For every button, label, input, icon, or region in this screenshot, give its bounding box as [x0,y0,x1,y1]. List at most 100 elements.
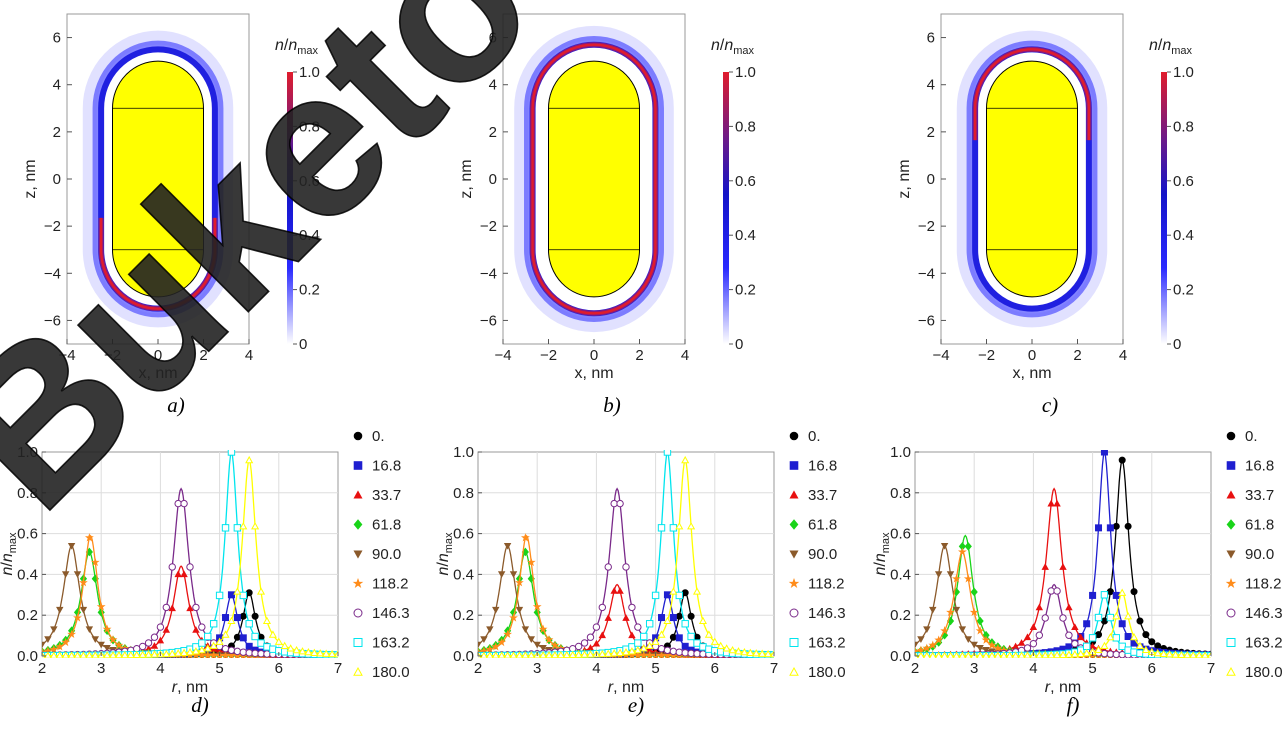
colorbar-title: n/nmax [711,37,755,57]
colorbar-tick-label: 0.4 [735,227,756,244]
data-point-marker [1100,450,1108,456]
data-point-marker [533,608,541,617]
x-tick-label: 2 [474,660,482,677]
data-point-marker [645,641,654,649]
data-point-marker [353,550,363,559]
y-tick-label: 4 [53,77,61,94]
data-point-marker [1154,642,1162,650]
data-point-marker [946,607,955,617]
data-point-marker [1112,612,1121,620]
y-tick-label: 1.0 [890,444,911,461]
y-tick-label: 0.4 [890,566,911,583]
legend-entry: 16.8 [353,458,401,475]
x-tick-label: 0 [154,347,162,364]
colorbar-tick-label: 0.6 [1173,173,1194,190]
x-tick-label: 6 [275,660,283,677]
data-point-marker [1100,649,1109,658]
data-point-marker [1088,634,1097,642]
colorbar-tick-label: 1.0 [1173,64,1194,81]
legend-entry: 180.0 [353,664,410,681]
data-point-marker [940,542,949,550]
data-point-marker [1135,641,1145,650]
data-point-marker [1047,499,1055,507]
data-point-marker [97,641,105,649]
data-point-marker [958,626,967,634]
data-point-marker [1124,633,1132,641]
svg-text:n/nmax: n/nmax [275,37,319,57]
x-axis-label: x, nm [574,365,613,382]
data-point-marker [1226,519,1236,530]
legend-label: 0. [1245,428,1258,445]
data-point-marker [1023,644,1032,652]
data-point-marker [698,616,708,625]
data-point-marker [486,626,494,634]
data-point-marker [256,587,266,595]
data-point-marker [716,641,725,649]
data-point-marker [1041,651,1050,658]
data-point-marker [669,647,678,656]
data-point-marker [515,651,524,658]
colorbar-title: n/nmax [1149,37,1193,57]
data-point-marker [627,647,636,655]
data-point-marker [923,626,931,634]
data-point-marker [958,651,966,658]
data-point-marker [509,613,518,622]
data-point-marker [1082,642,1091,651]
data-point-marker [789,461,799,470]
data-point-marker [928,640,938,649]
y-tick-label: −2 [480,218,497,235]
data-point-marker [550,640,560,650]
data-point-marker [657,524,666,532]
data-point-marker [209,620,218,628]
data-point-marker [227,646,236,654]
data-point-marker [91,636,99,643]
data-point-marker [251,632,259,641]
y-tick-label: 0.0 [453,648,474,665]
data-point-marker [1035,603,1044,611]
legend-entry: 146.3 [1226,605,1283,622]
data-point-marker [586,650,595,658]
data-point-marker [1017,639,1026,646]
legend-entry: 118.2 [352,576,408,593]
data-point-marker [598,649,607,658]
data-point-marker [687,632,695,641]
colorbar [1161,72,1167,344]
legend-entry: 61.8 [1226,517,1274,534]
data-point-marker [1118,456,1126,464]
colorbar-tick-label: 0 [299,336,307,353]
data-point-marker [162,649,171,658]
data-point-marker [532,602,542,611]
y-tick-label: 0.8 [453,485,474,502]
data-point-marker [1023,651,1032,658]
x-tick-label: 5 [651,660,659,677]
data-point-marker [758,649,767,657]
data-point-marker [497,571,506,578]
data-point-marker [328,649,337,658]
legend-entry: 33.7 [789,487,837,504]
y-tick-label: −6 [44,312,61,329]
line-plot-panel: 2 3 4 5 6 7 0.0 0.2 0.4 0.6 0.8 1.0 r, nm n/nmax 0. 16.… [0,428,410,696]
legend-entry: 90.0 [353,546,401,563]
data-point-marker [722,644,731,652]
data-point-marker [645,620,654,628]
data-point-marker [1094,645,1103,654]
legend-label: 180.0 [808,664,846,681]
data-point-marker [221,630,230,638]
data-point-marker [353,666,363,676]
data-point-marker [628,603,636,612]
data-point-marker [85,626,94,634]
data-point-marker [704,630,713,638]
data-point-marker [1136,617,1144,625]
colorbar [287,72,293,344]
legend-label: 16.8 [1245,458,1274,475]
x-tick-label: −4 [932,347,949,364]
data-point-marker [922,643,932,652]
data-point-marker [976,644,984,652]
y-tick-label: 1.0 [453,444,474,461]
data-point-marker [132,650,141,658]
legend-entry: 61.8 [353,517,401,534]
data-point-marker [764,649,773,658]
data-point-marker [976,616,984,626]
data-point-marker [710,637,719,645]
data-point-marker [174,649,183,657]
